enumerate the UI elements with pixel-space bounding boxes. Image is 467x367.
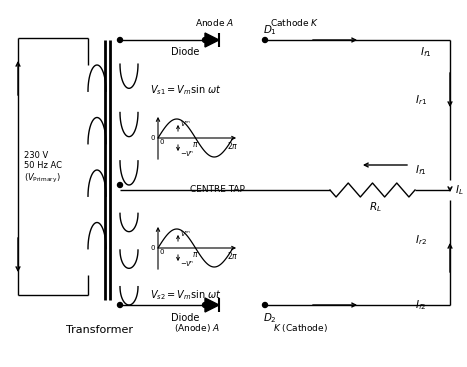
Text: $I_{f2}$: $I_{f2}$ [415,298,426,312]
Text: $\pi$: $\pi$ [192,250,199,259]
Text: 0: 0 [159,249,163,255]
Text: $V_{s2} = V_m \sin\,\omega t$: $V_{s2} = V_m \sin\,\omega t$ [150,288,222,302]
Circle shape [262,37,268,43]
Polygon shape [205,33,219,47]
Text: $2\pi$: $2\pi$ [227,250,239,261]
Text: $D_1$: $D_1$ [263,23,277,37]
Text: $2\pi$: $2\pi$ [227,140,239,151]
Text: $V$: $V$ [180,119,187,127]
Text: $_m$: $_m$ [185,120,191,126]
Circle shape [118,37,122,43]
Text: $_m$: $_m$ [188,260,193,266]
Circle shape [118,302,122,308]
Text: $K$ (Cathode): $K$ (Cathode) [273,322,327,334]
Text: $-V$: $-V$ [180,258,193,268]
Circle shape [262,302,268,308]
Circle shape [203,302,207,308]
Text: Diode: Diode [171,47,199,57]
Text: $I_{r2}$: $I_{r2}$ [415,233,427,247]
Text: Anode $A$: Anode $A$ [196,17,234,28]
Text: Transformer: Transformer [66,325,134,335]
Text: $\pi$: $\pi$ [192,140,199,149]
Text: $_m$: $_m$ [185,230,191,236]
Text: $I_{r1}$: $I_{r1}$ [415,93,427,107]
Text: $I_{f1}$: $I_{f1}$ [420,45,432,59]
Text: CENTRE TAP: CENTRE TAP [190,185,245,195]
Text: $I_L$: $I_L$ [455,183,464,197]
Text: $V_{s1} = V_m \sin\,\omega t$: $V_{s1} = V_m \sin\,\omega t$ [150,83,222,97]
Text: 230 V
50 Hz AC
$(V_{\rm Primary})$: 230 V 50 Hz AC $(V_{\rm Primary})$ [24,151,62,185]
Text: Cathode $K$: Cathode $K$ [270,17,319,28]
Text: $-V$: $-V$ [180,149,193,157]
Text: (Anode) $A$: (Anode) $A$ [174,322,220,334]
Text: 0: 0 [150,135,155,141]
Text: Diode: Diode [171,313,199,323]
Text: 0: 0 [159,139,163,145]
Text: 0: 0 [150,245,155,251]
Text: $V$: $V$ [180,229,187,237]
Circle shape [203,37,207,43]
Text: $R_L$: $R_L$ [368,200,382,214]
Polygon shape [205,298,219,312]
Text: $_m$: $_m$ [188,150,193,156]
Circle shape [118,182,122,188]
Text: $I_{f1}$: $I_{f1}$ [415,163,426,177]
Text: $D_2$: $D_2$ [263,311,277,325]
